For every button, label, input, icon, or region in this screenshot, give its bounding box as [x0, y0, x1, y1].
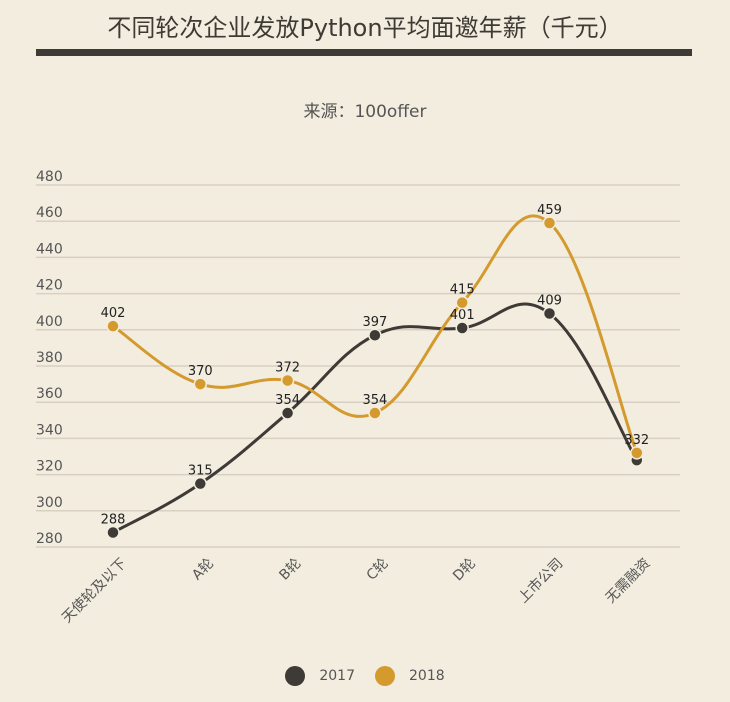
data-label: 288: [101, 513, 126, 528]
data-point[interactable]: [455, 321, 469, 335]
y-tick-label: 380: [36, 350, 63, 366]
chart-subtitle: 来源：100offer: [303, 102, 427, 122]
data-label: 409: [537, 294, 562, 309]
data-label: 397: [362, 315, 387, 330]
legend-item-2018[interactable]: 2018: [375, 666, 445, 686]
x-tick-label: A轮: [189, 556, 217, 584]
y-tick-label: 300: [36, 495, 63, 511]
y-tick-label: 400: [36, 314, 63, 330]
legend-dot-icon: [285, 666, 306, 686]
data-label: 402: [101, 306, 126, 321]
data-label: 415: [450, 283, 475, 298]
legend-item-2017[interactable]: 2017: [285, 666, 355, 686]
y-tick-label: 480: [36, 169, 63, 185]
legend: 2017 2018: [0, 666, 730, 686]
data-point[interactable]: [106, 525, 120, 540]
data-point[interactable]: [193, 377, 208, 391]
y-tick-label: 340: [36, 422, 63, 438]
chart-title: 不同轮次企业发放Python平均面邀年薪（千元）: [107, 14, 623, 42]
data-label: 372: [275, 360, 300, 375]
data-point[interactable]: [542, 216, 557, 230]
legend-label: 2018: [409, 668, 445, 684]
line-chart: 280 300 320 340 360 380 400 420 440 460 480 天使轮及以下 A…: [36, 169, 680, 626]
legend-dot-icon: [375, 666, 395, 686]
data-label: 315: [188, 464, 213, 479]
y-tick-label: 360: [36, 386, 63, 402]
data-label: 401: [450, 308, 475, 323]
data-label: 354: [362, 393, 387, 408]
data-point[interactable]: [630, 446, 644, 460]
y-tick-label: 440: [36, 241, 63, 257]
data-point[interactable]: [368, 406, 382, 420]
data-label: 459: [537, 203, 562, 218]
y-tick-label: 420: [36, 278, 63, 294]
x-tick-label: 无需融资: [603, 556, 654, 607]
data-label: 332: [624, 433, 649, 448]
data-point[interactable]: [280, 406, 295, 420]
data-point[interactable]: [368, 328, 382, 342]
data-point[interactable]: [280, 373, 295, 388]
data-point[interactable]: [106, 319, 120, 333]
x-tick-label: D轮: [450, 556, 479, 585]
data-point[interactable]: [193, 476, 208, 491]
data-label: 354: [275, 393, 300, 408]
data-point[interactable]: [455, 295, 469, 310]
x-tick-label: 天使轮及以下: [58, 555, 129, 626]
legend-label: 2017: [319, 668, 355, 684]
data-point[interactable]: [542, 306, 557, 321]
data-label: 370: [188, 364, 213, 379]
x-tick-label: B轮: [276, 556, 304, 584]
x-tick-label: C轮: [364, 556, 392, 584]
title-underline: [36, 49, 692, 56]
y-tick-label: 280: [36, 531, 63, 547]
y-tick-label: 320: [36, 459, 63, 475]
y-tick-label: 460: [36, 205, 63, 221]
x-tick-label: 上市公司: [515, 555, 567, 607]
